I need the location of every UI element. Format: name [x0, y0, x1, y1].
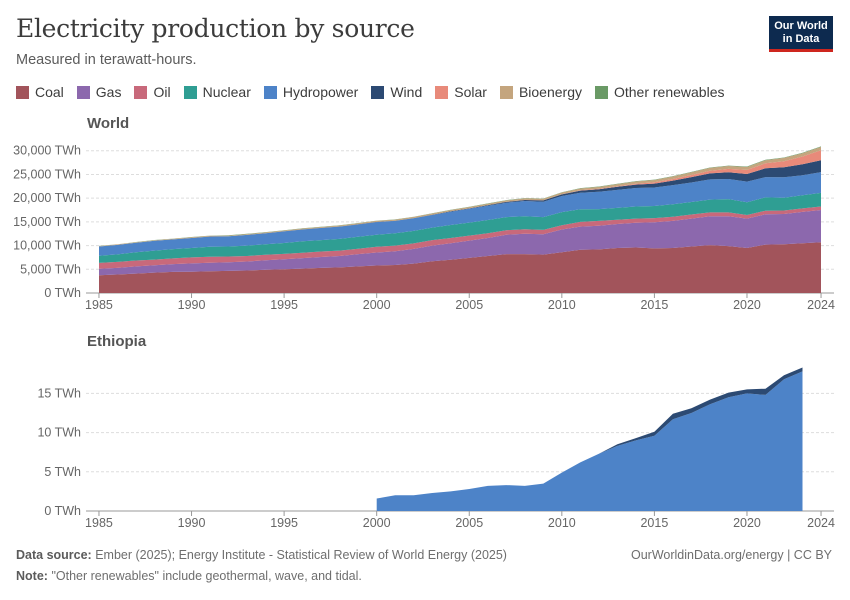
logo-line-1: Our World: [774, 20, 828, 32]
legend-label: Bioenergy: [518, 84, 582, 100]
x-tick-label: 2005: [455, 516, 483, 530]
note-label: Note:: [16, 569, 48, 583]
y-tick-label: 20,000 TWh: [13, 191, 81, 205]
x-tick-label: 2024: [807, 298, 835, 312]
data-source: Data source: Ember (2025); Energy Instit…: [16, 548, 507, 562]
legend-label: Nuclear: [202, 84, 251, 100]
area-oil: [99, 206, 821, 269]
chart-note: Note: "Other renewables" include geother…: [16, 569, 362, 583]
data-source-label: Data source:: [16, 548, 92, 562]
data-source-text: Ember (2025); Energy Institute - Statist…: [95, 548, 507, 562]
legend: Coal Gas Oil Nuclear Hydropower Wind Solar Bioe…: [16, 84, 738, 100]
x-tick-label: 1985: [85, 516, 113, 530]
x-tick-label: 2000: [363, 516, 391, 530]
x-tick-label: 2024: [807, 516, 835, 530]
legend-swatch: [183, 85, 197, 99]
legend-item-wind[interactable]: Wind: [371, 84, 422, 100]
x-tick-label: 1985: [85, 298, 113, 312]
logo-line-2: in Data: [782, 33, 820, 45]
y-tick-label: 25,000 TWh: [13, 167, 81, 181]
x-tick-label: 1995: [270, 516, 298, 530]
x-tick-label: 2005: [455, 298, 483, 312]
legend-item-other-renewables[interactable]: Other renewables: [594, 84, 725, 100]
y-tick-label: 30,000 TWh: [13, 144, 81, 158]
x-tick-label: 2020: [733, 516, 761, 530]
legend-item-bioenergy[interactable]: Bioenergy: [499, 84, 582, 100]
area-hydropower: [376, 371, 803, 511]
legend-label: Gas: [95, 84, 122, 100]
x-tick-label: 2020: [733, 298, 761, 312]
x-tick-label: 2010: [548, 298, 576, 312]
legend-swatch: [263, 85, 277, 99]
legend-item-oil[interactable]: Oil: [134, 84, 171, 100]
legend-label: Wind: [390, 84, 423, 100]
legend-label: Oil: [153, 84, 171, 100]
chart-subtitle: Measured in terawatt-hours.: [16, 52, 197, 68]
legend-swatch: [435, 85, 449, 99]
area-coal: [99, 242, 821, 293]
legend-label: Coal: [35, 84, 64, 100]
legend-item-nuclear[interactable]: Nuclear: [183, 84, 251, 100]
area-hydropower: [99, 172, 821, 256]
x-tick-label: 2015: [640, 516, 668, 530]
x-tick-label: 1990: [178, 516, 206, 530]
y-tick-label: 15,000 TWh: [13, 215, 81, 229]
legend-label: Solar: [454, 84, 487, 100]
legend-item-coal[interactable]: Coal: [16, 84, 64, 100]
legend-label: Hydropower: [282, 84, 359, 100]
x-tick-label: 2000: [363, 298, 391, 312]
y-tick-label: 10 TWh: [37, 426, 81, 440]
area-gas: [99, 210, 821, 276]
area-nuclear: [99, 192, 821, 263]
legend-item-gas[interactable]: Gas: [76, 84, 122, 100]
y-tick-label: 0 TWh: [44, 504, 81, 518]
x-tick-label: 1990: [178, 298, 206, 312]
panel-title: Ethiopia: [87, 333, 147, 350]
legend-item-hydropower[interactable]: Hydropower: [263, 84, 359, 100]
legend-swatch: [16, 85, 29, 99]
legend-swatch: [371, 85, 385, 99]
y-tick-label: 10,000 TWh: [13, 239, 81, 253]
legend-swatch: [76, 85, 90, 99]
y-tick-label: 15 TWh: [37, 386, 81, 400]
legend-swatch: [594, 85, 608, 99]
x-tick-label: 2015: [640, 298, 668, 312]
y-tick-label: 5,000 TWh: [20, 262, 81, 276]
y-tick-label: 0 TWh: [44, 286, 81, 300]
note-text: "Other renewables" include geothermal, w…: [51, 569, 362, 583]
legend-swatch: [499, 85, 513, 99]
chart-title: Electricity production by source: [16, 14, 415, 43]
credit-link[interactable]: OurWorldinData.org/energy | CC BY: [630, 548, 832, 562]
x-tick-label: 1995: [270, 298, 298, 312]
y-tick-label: 5 TWh: [44, 465, 81, 479]
legend-label: Other renewables: [613, 84, 725, 100]
legend-swatch: [134, 85, 148, 99]
panel-title: World: [87, 115, 129, 132]
owid-logo[interactable]: Our World in Data: [769, 16, 833, 52]
legend-item-solar[interactable]: Solar: [435, 84, 487, 100]
x-tick-label: 2010: [548, 516, 576, 530]
